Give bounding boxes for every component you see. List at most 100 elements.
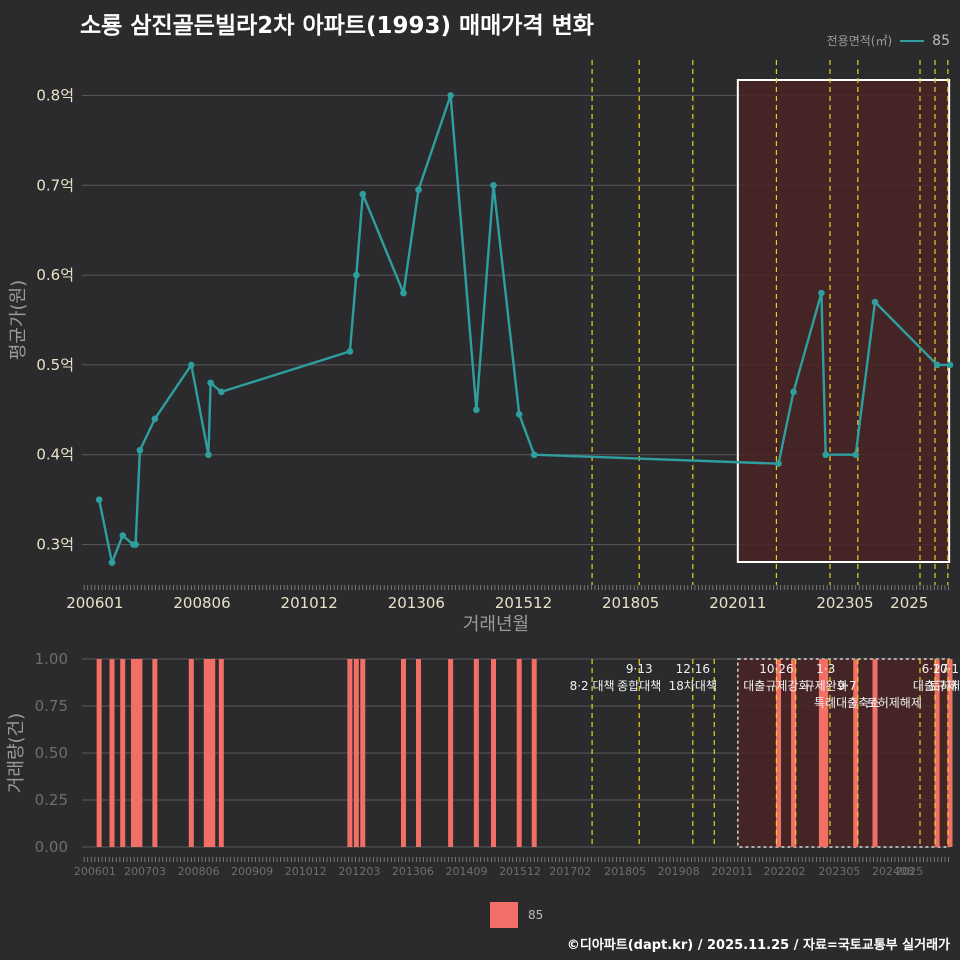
data-point <box>188 361 195 369</box>
data-point <box>490 181 497 189</box>
data-point <box>353 271 360 279</box>
legend-bar-label: 85 <box>528 908 544 922</box>
x-tick-label: 200806 <box>178 865 220 878</box>
legend-title: 전용면적(㎡) <box>826 34 893 48</box>
chart-title: 소룡 삼진골든빌라2차 아파트(1993) 매매가격 변화 <box>80 13 594 39</box>
policy-annotation: 6·27 <box>922 662 949 676</box>
x-tick-label: 200601 <box>66 594 123 612</box>
legend-line-label: 85 <box>932 32 950 49</box>
policy-annotation: 토허제 <box>929 679 960 693</box>
y-tick-label: 0.8억 <box>36 86 74 104</box>
x-tick-label: 200909 <box>231 865 273 878</box>
x-tick-label: 201805 <box>604 865 646 878</box>
volume-bar <box>934 659 940 847</box>
y-tick-label: 1.00 <box>35 650 68 668</box>
data-point <box>473 406 480 414</box>
y-axis-label: 거래량(건) <box>6 713 27 793</box>
volume-bar <box>218 659 224 847</box>
y-tick-label: 0.5억 <box>36 356 74 374</box>
x-tick-label: 201908 <box>658 865 700 878</box>
legend-bar: 85 <box>490 902 543 928</box>
policy-annotation: 12·16 <box>676 662 710 676</box>
y-tick-label: 0.50 <box>35 744 68 762</box>
policy-annotation: 대출규제강화 <box>743 679 809 693</box>
volume-bar <box>947 659 953 847</box>
volume-bar <box>415 659 421 847</box>
volume-bar <box>133 659 139 847</box>
x-tick-label: 201702 <box>549 865 591 878</box>
data-point <box>790 388 797 396</box>
volume-bar <box>872 659 878 847</box>
data-point <box>415 186 422 194</box>
volume-bar <box>130 659 136 847</box>
volume-bar <box>353 659 359 847</box>
policy-annotation: 10·1 <box>932 662 959 676</box>
policy-annotation: 1·3 <box>816 662 835 676</box>
highlight-period-box <box>737 658 950 848</box>
x-tick-label: 202011 <box>711 865 753 878</box>
y-tick-label: 0.4억 <box>36 446 74 464</box>
data-point <box>132 541 139 548</box>
y-axis-label: 평균가(원) <box>8 280 29 360</box>
volume-bar <box>823 659 829 847</box>
volume-bar <box>531 659 537 847</box>
volume-bar <box>818 659 824 847</box>
policy-annotation: 종합대책 <box>617 678 661 693</box>
volume-bar <box>400 659 406 847</box>
volume-bar <box>210 659 216 847</box>
x-tick-label: 201012 <box>285 865 327 878</box>
data-point <box>818 289 825 297</box>
policy-annotation: 18차대책 <box>669 678 717 693</box>
x-tick-label: 200601 <box>74 865 116 878</box>
data-point <box>151 415 159 423</box>
y-tick-label: 0.75 <box>35 697 68 715</box>
data-point <box>530 451 538 459</box>
x-tick-label: 202011 <box>709 594 766 612</box>
volume-bar <box>853 659 859 847</box>
policy-annotation: 대출규제 <box>913 679 957 693</box>
volume-bar <box>109 659 115 847</box>
y-tick-label: 0.00 <box>35 838 68 856</box>
data-point <box>852 451 859 459</box>
x-tick-label: 202305 <box>818 865 860 878</box>
volume-bar <box>120 659 126 847</box>
x-tick-label: 201512 <box>495 594 552 612</box>
price-chart: 0.3억 0.4억 0.5억 0.6억 0.7억 0.8억 200601 200806 2010… <box>8 60 954 635</box>
policy-annotation: 토허제해제 <box>867 696 922 710</box>
legend-line: 전용면적(㎡) 85 <box>827 32 950 49</box>
data-point <box>400 289 407 297</box>
x-tick-label: 2025 <box>890 594 928 612</box>
x-tick-label: 2025 <box>895 865 923 878</box>
volume-bar <box>96 659 102 847</box>
y-tick-label: 0.3억 <box>36 536 74 554</box>
footer-credit: ©디아파트(dapt.kr) / 2025.11.25 / 자료=국토교통부 실… <box>566 938 950 953</box>
policy-annotation: 10·26 <box>759 662 793 676</box>
x-tick-label: 202202 <box>764 865 806 878</box>
x-tick-label: 200703 <box>124 865 166 878</box>
data-point <box>205 451 212 459</box>
volume-bar <box>473 659 479 847</box>
data-point <box>822 451 829 459</box>
volume-bar <box>360 659 366 847</box>
policy-annotation: 특례대출축소 <box>814 696 880 710</box>
data-point <box>871 298 879 306</box>
y-tick-label: 0.6억 <box>36 266 74 284</box>
x-tick-label: 201512 <box>499 865 541 878</box>
x-tick-label: 201805 <box>602 594 659 612</box>
data-point <box>775 460 782 468</box>
data-point <box>207 379 214 387</box>
x-tick-label: 202305 <box>816 594 873 612</box>
volume-bar <box>188 659 194 847</box>
highlight-period-box <box>736 79 951 563</box>
x-tick-label: 201012 <box>281 594 338 612</box>
volume-bar <box>448 659 454 847</box>
x-tick-label: 202408 <box>872 865 914 878</box>
data-point <box>108 559 116 566</box>
volume-bar <box>152 659 158 847</box>
data-point <box>119 532 127 539</box>
x-tick-label: 201306 <box>388 594 445 612</box>
policy-annotation: 9·13 <box>626 662 653 676</box>
y-tick-label: 0.7억 <box>36 176 74 194</box>
x-axis-label: 거래년월 <box>463 614 529 635</box>
data-point <box>359 190 367 198</box>
